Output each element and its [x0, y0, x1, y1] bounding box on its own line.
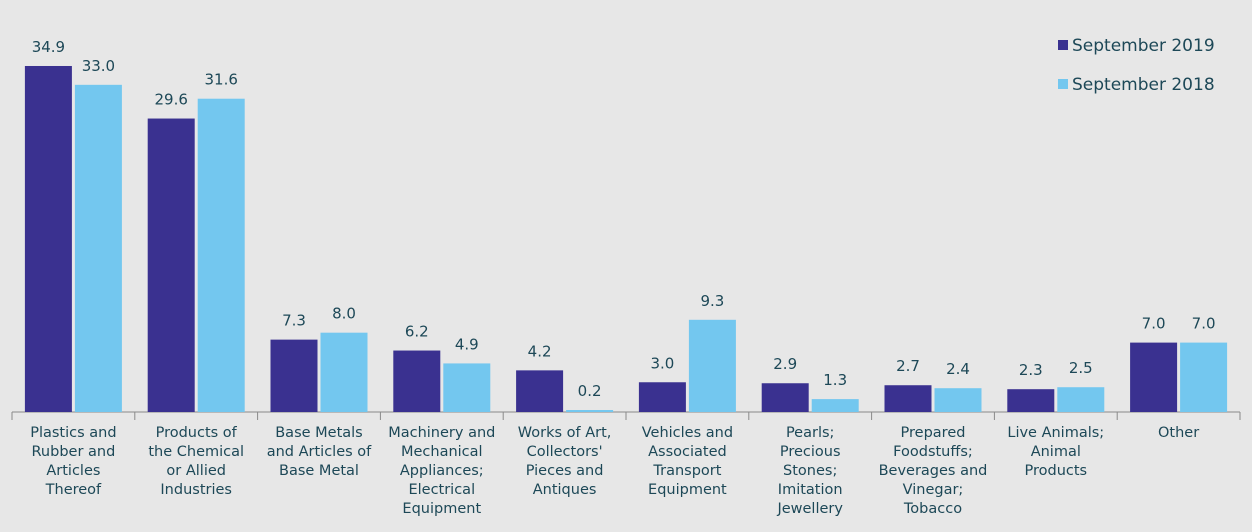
value-label: 6.2	[405, 323, 429, 341]
x-tick-label: Live Animals; Animal Products	[1007, 425, 1105, 479]
x-tick-label: Works of Art, Collectors' Pieces and Ant…	[517, 425, 612, 498]
bar	[147, 118, 195, 412]
value-label: 0.2	[578, 382, 602, 400]
x-tick-label: Vehicles and Associated Transport Equipm…	[641, 425, 734, 498]
bar	[270, 339, 318, 412]
x-tick-label: Prepared Foodstuffs; Beverages and Vineg…	[878, 425, 988, 517]
value-label: 29.6	[154, 91, 187, 109]
bar	[1130, 342, 1178, 412]
bar	[1057, 387, 1105, 412]
value-label: 9.3	[700, 292, 724, 310]
bar	[320, 332, 368, 412]
bar	[884, 385, 932, 412]
bar	[638, 382, 686, 412]
value-label: 2.7	[896, 357, 920, 375]
legend-label: September 2018	[1072, 75, 1215, 95]
value-label: 2.3	[1019, 361, 1043, 379]
bar	[761, 383, 809, 412]
bar	[393, 350, 441, 412]
bar	[197, 98, 245, 413]
bar	[24, 65, 72, 413]
bar	[1180, 342, 1228, 412]
bar	[1007, 389, 1055, 412]
bar	[688, 319, 736, 412]
value-label: 34.9	[32, 38, 65, 56]
x-tick-label: Base Metals and Articles of Base Metal	[266, 425, 372, 479]
bar	[516, 370, 564, 412]
legend-swatch	[1058, 40, 1068, 50]
value-label: 1.3	[823, 371, 847, 389]
value-label: 7.0	[1192, 315, 1216, 333]
value-label: 2.5	[1069, 359, 1093, 377]
legend-swatch	[1058, 79, 1068, 89]
x-tick-label: Pearls; Precious Stones; Imitation Jewel…	[777, 425, 843, 517]
x-tick-label: Machinery and Mechanical Appliances; Ele…	[388, 425, 496, 517]
bar	[934, 388, 982, 412]
value-label: 33.0	[82, 57, 115, 75]
value-label: 31.6	[204, 71, 237, 89]
value-label: 3.0	[650, 354, 674, 372]
value-label: 2.4	[946, 360, 970, 378]
value-label: 4.9	[455, 335, 479, 353]
bar	[811, 399, 859, 412]
legend-label: September 2019	[1072, 36, 1215, 56]
x-tick-label: Other	[1158, 425, 1200, 441]
x-tick-label: Products of the Chemical or Allied Indus…	[148, 425, 245, 498]
bar	[74, 84, 122, 412]
x-tick-label: Plastics and Rubber and Articles Thereof	[30, 425, 117, 498]
value-label: 7.3	[282, 312, 306, 330]
value-label: 2.9	[773, 355, 797, 373]
value-label: 7.0	[1142, 315, 1166, 333]
value-label: 8.0	[332, 305, 356, 323]
bar	[566, 410, 614, 412]
value-label: 4.2	[528, 342, 552, 360]
bar	[443, 363, 491, 412]
